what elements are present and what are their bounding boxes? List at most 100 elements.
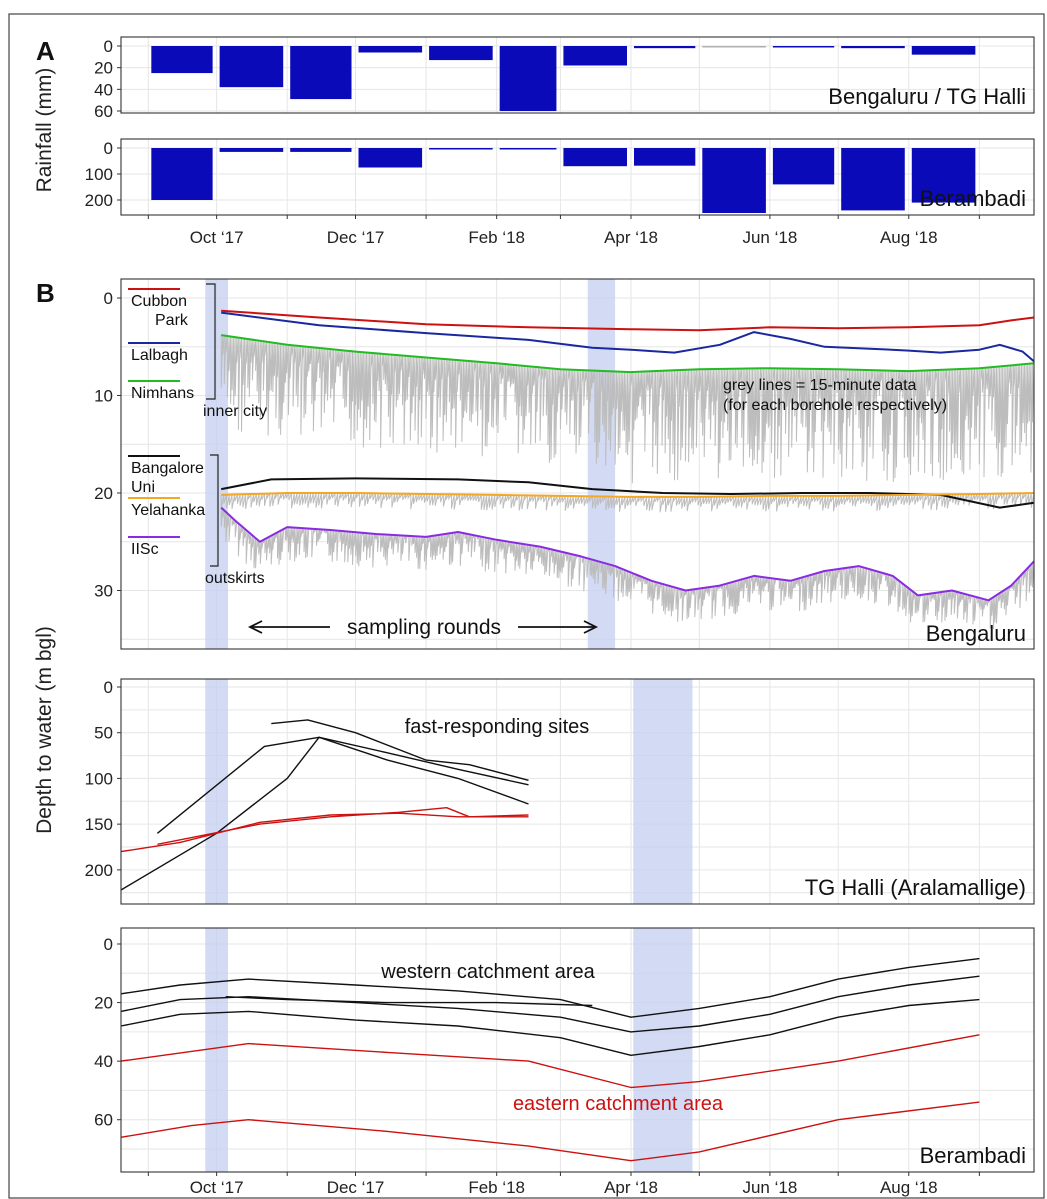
panel-b-berambadi-depth: 0 20 40 60 western catchment area eastern cat… (94, 927, 1035, 1173)
series-line (225, 996, 593, 1007)
series-line (120, 1034, 980, 1089)
panel-a-bengaluru-border (120, 36, 1035, 114)
series-line (221, 492, 1035, 498)
y-tick-label: 20 (94, 59, 113, 78)
series-line (157, 807, 529, 845)
y-axis-title-rainfall: Rainfall (mm) (33, 68, 56, 193)
y-axis-title-depth: Depth to water (m bgl) (33, 626, 56, 834)
rainfall-bar (563, 46, 628, 66)
series-line (120, 812, 529, 853)
rainfall-bar (702, 148, 766, 213)
annotation-grey-note: grey lines = 15-minute data (723, 377, 917, 394)
legend-label: IISc (131, 541, 159, 558)
rainfall-bar (290, 148, 352, 152)
series-line (120, 998, 980, 1057)
y-tick-label: 60 (94, 102, 113, 121)
x-tick-label: Apr ‘18 (604, 1178, 658, 1197)
legend-bracket-inner-city (206, 283, 216, 400)
legend-label: Lalbagh (131, 347, 188, 364)
legend-label: Yelahanka (131, 502, 205, 519)
series-line (221, 334, 1035, 374)
rainfall-bar (911, 46, 976, 55)
y-tick-label: 60 (94, 1111, 113, 1130)
rainfall-bar (429, 148, 493, 150)
series-line (220, 506, 1035, 602)
rainfall-bar (841, 46, 905, 49)
panel-place-label: TG Halli (Aralamallige) (805, 875, 1026, 900)
panel-b-bengaluru-background (121, 279, 1034, 649)
sampling-round-band (633, 928, 693, 1172)
legend-label: Nimhans (131, 385, 194, 402)
legend-group-label: inner city (203, 403, 267, 420)
sampling-round-band (587, 279, 616, 649)
x-tick-label: Oct ‘17 (190, 1178, 244, 1197)
y-tick-label: 100 (85, 165, 113, 184)
legend-group-label: outskirts (205, 570, 265, 587)
panel-b-tg-halli-background (121, 679, 1034, 904)
y-tick-label: 20 (94, 484, 113, 503)
y-tick-label: 150 (85, 815, 113, 834)
y-tick-label: 50 (94, 724, 113, 743)
series-line (120, 1101, 980, 1162)
sampling-round-band (205, 928, 229, 1172)
panel-b-tg-halli-depth: 0 50 100 150 200 fast-responding sites TG Hall… (85, 678, 1035, 905)
x-tick-label: Jun ‘18 (742, 1178, 797, 1197)
y-tick-label: 40 (94, 80, 113, 99)
y-tick-label: 0 (104, 37, 113, 56)
y-tick-label: 0 (104, 139, 113, 158)
y-tick-label: 100 (85, 769, 113, 788)
rainfall-bar (772, 148, 835, 185)
y-tick-label: 30 (94, 582, 113, 601)
panel-b-bengaluru-depth: 0 10 20 30 Cubbon Park Lalbagh Nimhans Bangalore… (94, 278, 1035, 650)
panel-label-b: B (36, 278, 55, 308)
annotation-grey-note: (for each borehole respectively) (723, 397, 947, 414)
x-tick-label: Apr ‘18 (604, 228, 658, 247)
rainfall-bar (911, 148, 976, 203)
legend-label: Park (155, 312, 189, 329)
series-line (271, 719, 529, 781)
x-tick-label: Jun ‘18 (742, 228, 797, 247)
panel-b-month-axis: Oct ‘17 Dec ‘17 Feb ‘18 Apr ‘18 Jun ‘18 Aug ‘… (147, 1172, 980, 1197)
x-tick-label: Feb ‘18 (468, 1178, 525, 1197)
rainfall-bar (358, 46, 423, 53)
legend-label: Cubbon (131, 293, 187, 310)
panel-b-bengaluru-border (120, 278, 1035, 650)
rainfall-bar (219, 46, 284, 88)
series-line (120, 957, 980, 1018)
panel-a-berambadi-border (120, 138, 1035, 216)
rainfall-bar (151, 148, 213, 200)
y-tick-label: 0 (104, 289, 113, 308)
arrow-head (583, 620, 599, 634)
y-tick-label: 200 (85, 191, 113, 210)
x-tick-label: Aug ‘18 (880, 1178, 938, 1197)
x-tick-label: Feb ‘18 (468, 228, 525, 247)
y-tick-label: 0 (104, 678, 113, 697)
rainfall-bar (429, 46, 493, 61)
panel-b-berambadi-background (121, 928, 1034, 1172)
annotation-fast-responding: fast-responding sites (405, 716, 590, 738)
panel-place-label: Bengaluru (926, 621, 1026, 646)
panel-place-label: Bengaluru / TG Halli (828, 84, 1026, 109)
panel-b-tg-halli-border (120, 678, 1035, 905)
raw-15-minute-data-outskirts (220, 507, 1035, 630)
panel-a-month-axis: Oct ‘17 Dec ‘17 Feb ‘18 Apr ‘18 Jun ‘18 Aug ‘… (147, 215, 980, 247)
y-tick-label: 10 (94, 387, 113, 406)
raw-15-minute-data-inner (220, 335, 1035, 484)
panel-b-berambadi-border (120, 927, 1035, 1173)
rainfall-bar (772, 46, 835, 48)
rainfall-bar (358, 148, 423, 168)
series-line (156, 736, 529, 834)
series-line (221, 309, 1035, 332)
panel-label-a: A (36, 36, 55, 66)
x-tick-label: Dec ‘17 (327, 1178, 385, 1197)
y-tick-label: 40 (94, 1052, 113, 1071)
rainfall-bar (290, 46, 352, 100)
rainfall-bar (499, 46, 557, 111)
sampling-round-band (633, 679, 693, 904)
arrow-head (247, 620, 263, 634)
rainfall-bar (219, 148, 284, 152)
y-tick-label: 200 (85, 861, 113, 880)
x-tick-label: Aug ‘18 (880, 228, 938, 247)
panel-place-label: Berambadi (920, 1143, 1026, 1168)
